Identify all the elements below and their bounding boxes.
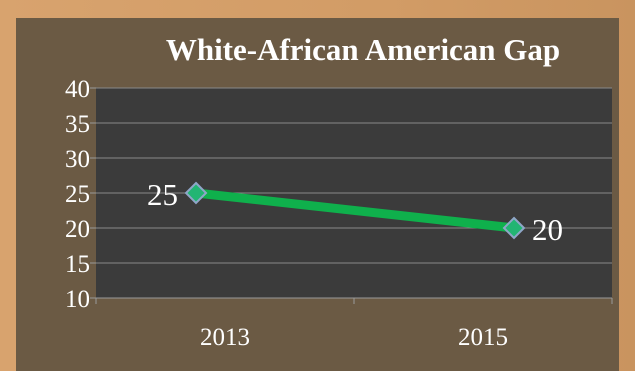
chart-title: White-African American Gap [166, 32, 560, 67]
y-tick-label: 15 [65, 251, 90, 278]
y-tick-label: 40 [65, 76, 90, 103]
x-tick-label: 2015 [458, 324, 508, 351]
data-label: 20 [532, 212, 563, 247]
x-tick-label: 2013 [200, 324, 250, 351]
data-point-marker [184, 181, 208, 205]
y-tick-label: 10 [65, 286, 90, 313]
y-tick-label: 25 [65, 181, 90, 208]
series-line [191, 188, 519, 233]
y-tick-label: 20 [65, 216, 90, 243]
data-point-marker [502, 216, 526, 240]
y-tick-label: 35 [65, 111, 90, 138]
data-label: 25 [147, 177, 178, 212]
y-tick-label: 30 [65, 146, 90, 173]
